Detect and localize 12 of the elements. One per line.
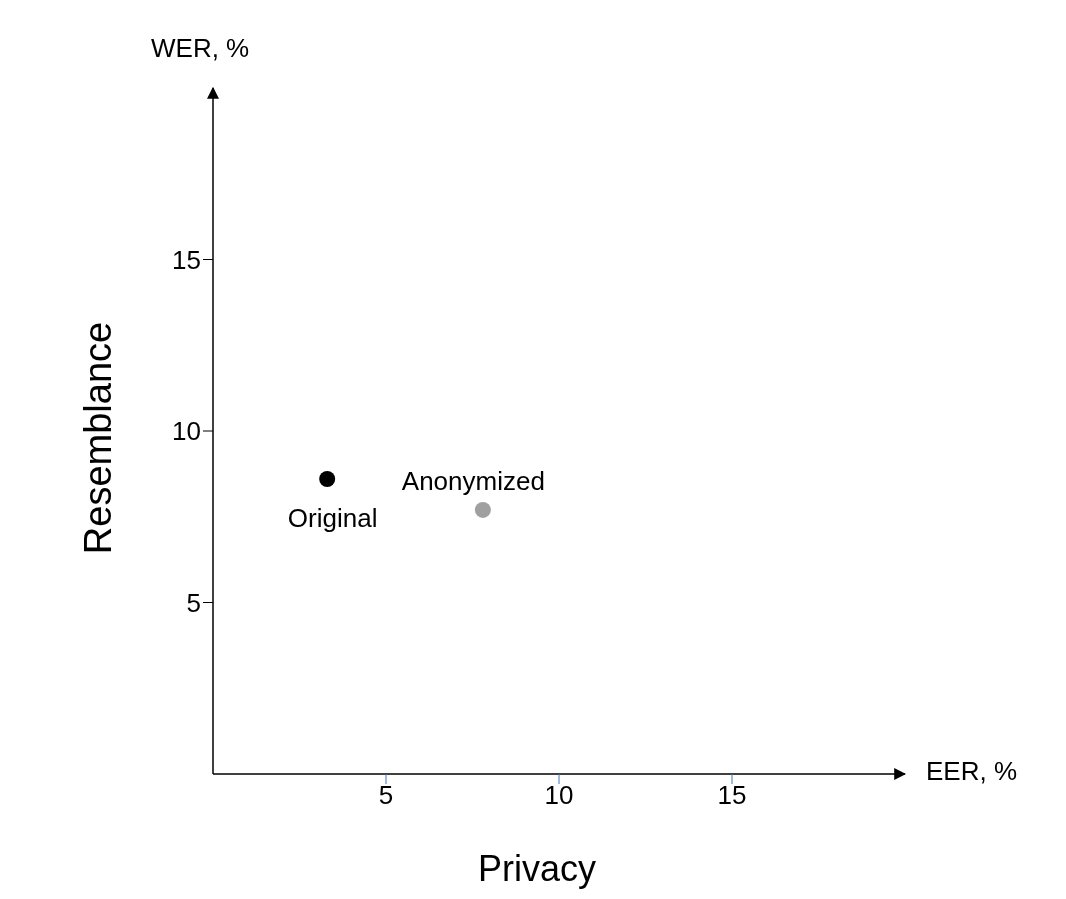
y-tick-label: 10: [172, 416, 201, 447]
y-tick-label: 5: [186, 587, 201, 618]
x-tick-label: 10: [544, 780, 574, 811]
text: WER, %: [151, 33, 250, 64]
series-label: Original: [287, 502, 378, 533]
y-axis-title: Resemblance: [76, 321, 120, 555]
x-axis-title: Privacy: [478, 848, 597, 890]
series-label: Anonymized: [401, 466, 545, 497]
x-tick-label: 5: [378, 780, 394, 811]
text: EER, %: [926, 756, 1018, 787]
y-tick-label: 15: [172, 244, 201, 275]
x-tick-label: 15: [717, 780, 747, 811]
